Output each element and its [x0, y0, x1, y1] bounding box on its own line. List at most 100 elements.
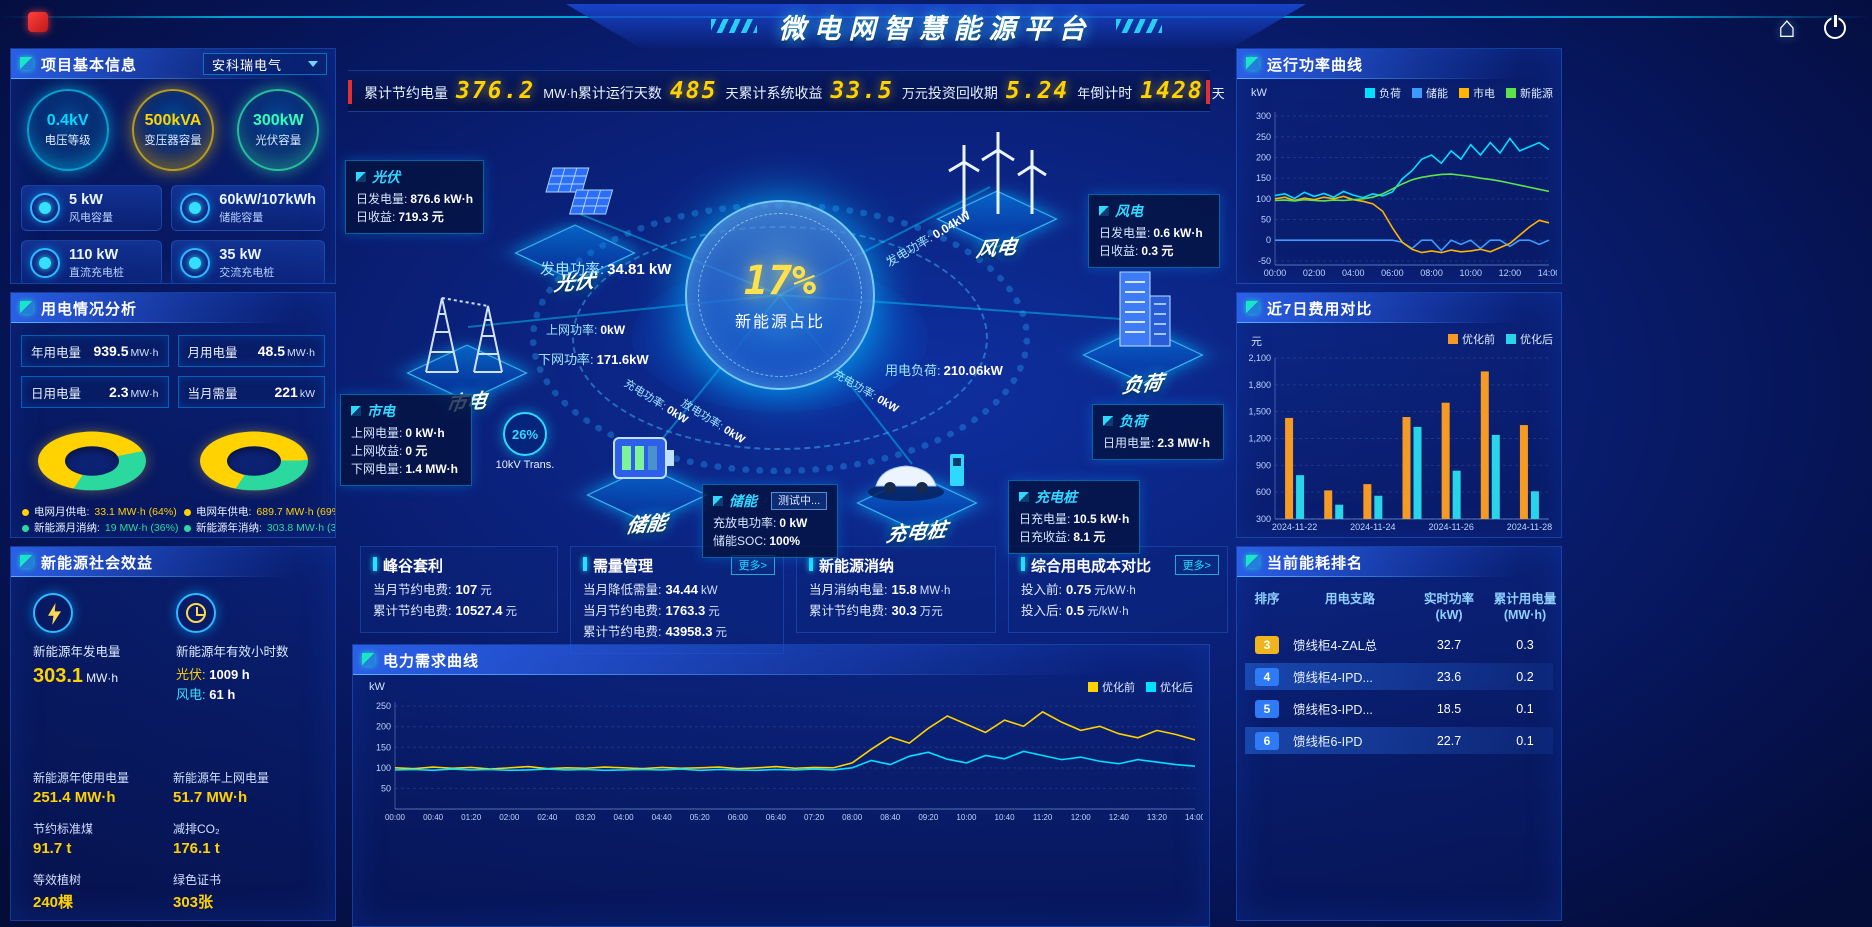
company-select[interactable]: 安科瑞电气 — [203, 53, 327, 75]
load-info-box: 负荷 日用电量: 2.3 MW·h — [1092, 404, 1224, 460]
page-title: 微电网智慧能源平台 — [778, 13, 1094, 44]
info-row: 日用电量: 2.3 MW·h — [1103, 436, 1211, 450]
svg-text:300: 300 — [1256, 514, 1271, 524]
legend-label: 新能源年消纳: — [196, 522, 262, 534]
metric-value: 303张 — [173, 894, 214, 911]
chart-legend: 优化前 优化后 — [1077, 679, 1193, 695]
legend-item: 新能源 — [1506, 85, 1553, 101]
legend-value: 33.1 MW·h (64%) — [94, 506, 177, 518]
panel-cost-compare: 近7日费用对比 元 优化前 优化后 300 600 900 1,200 1,500 1,80… — [1236, 292, 1562, 538]
title-banner: 微电网智慧能源平台 — [566, 4, 1306, 48]
stat-unit: 年 — [1077, 86, 1091, 101]
home-glyph: ⌂ — [1777, 11, 1796, 44]
svg-text:2024-11-24: 2024-11-24 — [1350, 522, 1395, 532]
table-row[interactable]: 4 馈线柜4-IPD... 23.6 0.2 — [1245, 663, 1553, 690]
usage-label: 当月需量 — [187, 386, 238, 401]
svg-text:150: 150 — [1256, 173, 1271, 183]
legend-dot — [184, 524, 191, 532]
panel-title: 当前能耗排名 — [1267, 554, 1364, 572]
y-axis-label: kW — [1251, 87, 1267, 99]
realtime-power: 23.6 — [1436, 669, 1462, 684]
grid-info-box: 市电 上网电量: 0 kW·h 上网收益: 0 元 下网电量: 1.4 MW·h — [340, 394, 472, 486]
svg-text:06:40: 06:40 — [766, 813, 787, 822]
panel-header: 项目基本信息 安科瑞电气 — [11, 49, 335, 79]
stat-unit: 天 — [725, 86, 739, 101]
gauge-ring: 300kW 光伏容量 — [237, 89, 320, 171]
legend-value: 19 MW·h (36%) — [104, 522, 179, 534]
rank-badge: 6 — [1255, 731, 1279, 750]
stat-value: 33.5 — [830, 78, 894, 104]
svg-text:1,500: 1,500 — [1248, 407, 1271, 417]
usage-year: 年用电量 939.5 MW·h — [21, 335, 169, 367]
ranking-table: 排序 用电支路 实时功率 (kW) 累计用电量 (MW·h) 3 馈线柜4-ZAL总… — [1237, 577, 1561, 754]
node-storage[interactable]: 储能 — [582, 402, 712, 542]
chart-legend: 优化前 优化后 — [1437, 331, 1553, 347]
branch-name: 馈线柜4-IPD... — [1293, 671, 1373, 685]
ev-car-icon — [868, 454, 964, 501]
transformer-label: 10kV Trans. — [495, 459, 555, 471]
summary-stats-bar: 累计节约电量 376.2 MW·h 累计运行天数 485 天 累计系统收益 33… — [348, 70, 1225, 112]
renewable-share-value: 17% — [743, 258, 817, 304]
stat-label: 累计运行天数 — [577, 85, 662, 101]
total-energy: 0.3 — [1516, 637, 1534, 652]
node-wind[interactable]: 风电 — [932, 126, 1062, 266]
benefit-effective-hours: 新能源年有效小时数 光伏: 1009 h 风电: 61 h — [176, 593, 319, 705]
donut-wrap — [178, 422, 330, 500]
benefit-row: 投入前: 0.75 元/kW·h — [1021, 582, 1136, 597]
ac-charger-icon — [180, 248, 211, 278]
svg-text:08:40: 08:40 — [880, 813, 901, 822]
info-row: 日充收益: 8.1 元 — [1019, 530, 1106, 544]
info-box-title: 负荷 — [1103, 411, 1213, 431]
benefit-row: 当月消纳电量: 15.8 MW·h — [809, 582, 951, 597]
total-energy: 0.2 — [1516, 669, 1534, 684]
svg-text:09:20: 09:20 — [918, 813, 939, 822]
benefit-row: 累计节约电费: 10527.4 元 — [373, 603, 517, 618]
gauge-value: 300kW — [252, 112, 304, 129]
total-energy: 0.1 — [1516, 701, 1534, 716]
metric-trees: 等效植树 240棵 — [33, 871, 173, 912]
info-row: 充放电功率: 0 kW — [713, 516, 808, 530]
battery-icon — [180, 193, 211, 223]
svg-text:50: 50 — [1261, 215, 1271, 225]
info-row: 储能SOC: 100% — [713, 534, 801, 548]
run-power-chart: -50 0 50 100 150 200 250 300 00:00 02:00 04:00 06:0… — [1241, 107, 1560, 279]
svg-text:900: 900 — [1256, 460, 1271, 470]
solar-panel-icon — [545, 167, 614, 215]
home-icon[interactable]: ⌂ — [1777, 11, 1796, 44]
panel-title: 近7日费用对比 — [1267, 300, 1373, 318]
clock-hand — [197, 614, 204, 616]
flow-pv-power: 发电功率: 34.81 kW — [540, 261, 672, 278]
tile-label: 储能容量 — [219, 211, 264, 224]
benefit-label: 新能源年有效小时数 — [176, 645, 289, 659]
benefit-items: 新能源年发电量 303.1 MW·h 新能源年有效小时数 光伏: 1009 h 风… — [11, 577, 335, 705]
svg-text:250: 250 — [376, 701, 391, 711]
node-load[interactable]: 负荷 — [1078, 262, 1208, 402]
table-row[interactable]: 6 馈线柜6-IPD 22.7 0.1 — [1245, 727, 1553, 754]
branch-name: 馈线柜6-IPD — [1293, 735, 1363, 749]
benefit-value: 303.1 MW·h — [33, 665, 119, 687]
node-charger[interactable]: 充电桩 — [852, 410, 982, 550]
svg-text:08:00: 08:00 — [842, 813, 863, 822]
info-row: 日发电量: 876.6 kW·h — [356, 192, 474, 206]
usage-stats: 年用电量 939.5 MW·h 月用电量 48.5 MW·h 日用电量 2.3 MW·… — [11, 323, 335, 408]
gauge-transformer-capacity: 500kVA 变压器容量 — [123, 89, 223, 171]
power-icon[interactable] — [1822, 15, 1848, 41]
table-row[interactable]: 5 馈线柜3-IPD... 18.5 0.1 — [1245, 695, 1553, 722]
metric-label: 等效植树 — [33, 873, 82, 887]
more-button[interactable]: 更多> — [1174, 555, 1219, 575]
legend-item: 储能 — [1412, 85, 1448, 101]
company-select-value: 安科瑞电气 — [212, 57, 283, 73]
panel-header: 用电情况分析 — [11, 293, 335, 323]
benefit-label: 新能源年发电量 — [33, 645, 121, 659]
svg-text:08:00: 08:00 — [1420, 268, 1443, 278]
more-button[interactable]: 更多> — [730, 555, 775, 575]
tile-value: 5 kW — [69, 191, 103, 208]
tile-value: 110 kW — [69, 246, 119, 263]
node-grid[interactable]: 市电 — [402, 280, 532, 420]
table-row[interactable]: 3 馈线柜4-ZAL总 32.7 0.3 — [1245, 631, 1553, 658]
legend-item: 优化后 — [1146, 679, 1193, 695]
node-pv[interactable]: 光伏 — [510, 160, 640, 300]
panel-social-benefit: 新能源社会效益 新能源年发电量 303.1 MW·h 新能源年有效小时数 光伏: … — [10, 546, 336, 921]
svg-text:2024-11-26: 2024-11-26 — [1428, 522, 1473, 532]
